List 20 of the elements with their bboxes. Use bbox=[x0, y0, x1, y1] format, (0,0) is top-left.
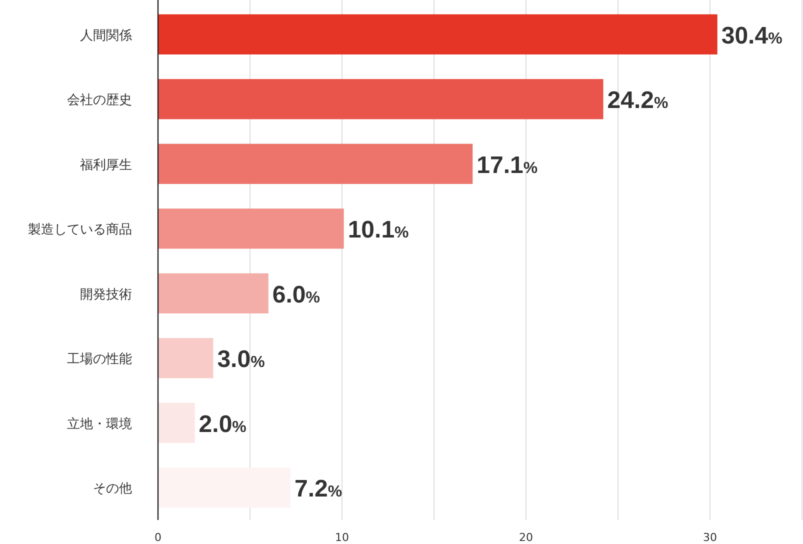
data-label: 10.1% bbox=[348, 216, 409, 244]
y-tick-label: 工場の性能 bbox=[67, 352, 132, 368]
data-label: 7.2% bbox=[294, 476, 342, 503]
x-tick-label: 30 bbox=[703, 531, 717, 544]
data-label: 17.1% bbox=[476, 152, 538, 179]
y-tick-label: 立地・環境 bbox=[67, 416, 132, 432]
data-label: 3.0% bbox=[217, 346, 265, 374]
x-tick-label: 10 bbox=[335, 531, 349, 544]
data-label: 2.0% bbox=[198, 410, 246, 438]
y-tick-label: 会社の歴史 bbox=[67, 93, 132, 108]
data-label: 30.4% bbox=[721, 22, 782, 50]
y-tick-label: 福利厚生 bbox=[80, 158, 132, 173]
y-tick-label: 開発技術 bbox=[80, 287, 132, 302]
data-label: 6.0% bbox=[272, 281, 320, 308]
x-tick-label: 20 bbox=[519, 531, 533, 544]
y-tick-label: その他 bbox=[93, 482, 132, 497]
x-tick-label: 0 bbox=[154, 531, 162, 544]
y-tick-label: 製造している商品 bbox=[28, 222, 132, 238]
data-label: 24.2% bbox=[607, 87, 668, 114]
y-tick-label: 人間関係 bbox=[80, 28, 132, 44]
